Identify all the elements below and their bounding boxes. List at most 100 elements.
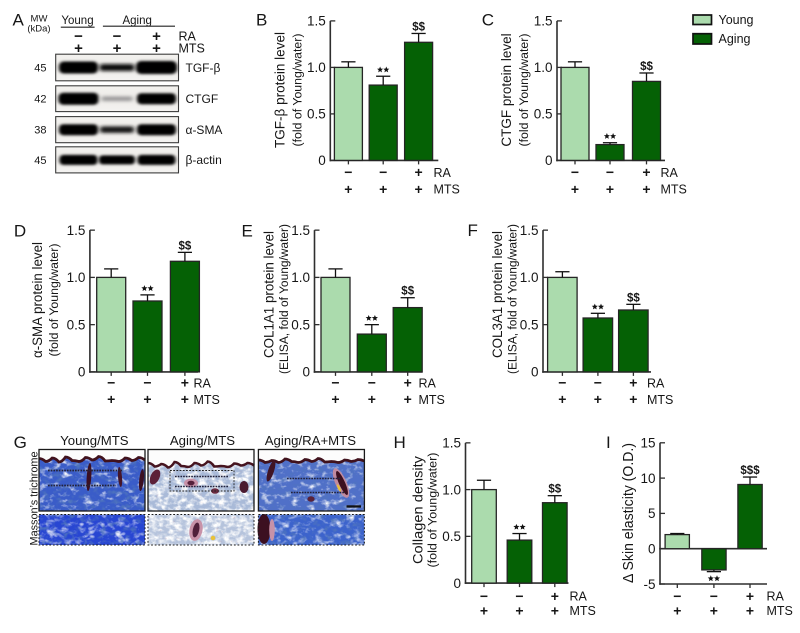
svg-text:RA: RA	[419, 377, 437, 391]
svg-text:Young: Young	[61, 15, 93, 27]
svg-text:RA: RA	[570, 590, 588, 604]
svg-text:$$: $$	[412, 21, 425, 33]
svg-text:Young: Young	[719, 13, 754, 27]
svg-text:1.0: 1.0	[520, 270, 539, 285]
svg-text:MTS: MTS	[570, 604, 596, 618]
svg-text:+: +	[515, 602, 523, 618]
svg-text:F: F	[468, 221, 478, 240]
svg-text:$$: $$	[548, 484, 561, 496]
svg-text:$$$: $$$	[740, 465, 760, 477]
svg-text:0: 0	[545, 153, 553, 168]
svg-text:0: 0	[531, 365, 539, 380]
svg-text:+: +	[181, 375, 189, 391]
svg-text:0.5: 0.5	[67, 317, 86, 332]
svg-text:RA: RA	[434, 166, 452, 180]
svg-text:+: +	[107, 391, 115, 407]
svg-text:CTGF: CTGF	[186, 92, 219, 106]
svg-text:−: −	[113, 28, 122, 45]
svg-text:RA: RA	[661, 166, 679, 180]
svg-text:1.0: 1.0	[67, 270, 86, 285]
svg-text:MTS: MTS	[661, 183, 687, 197]
svg-text:+: +	[642, 181, 650, 197]
svg-text:1.5: 1.5	[534, 14, 553, 29]
svg-text:1.0: 1.0	[534, 60, 553, 75]
svg-text:COL1A1 protein level: COL1A1 protein level	[261, 231, 276, 358]
svg-text:−: −	[480, 588, 488, 604]
svg-text:+: +	[379, 181, 387, 197]
svg-text:CTGF protein level: CTGF protein level	[499, 33, 514, 146]
svg-text:MTS: MTS	[767, 604, 793, 618]
svg-text:E: E	[242, 222, 253, 241]
svg-text:+: +	[606, 181, 614, 197]
svg-text:D: D	[14, 222, 26, 241]
svg-text:$$: $$	[627, 292, 640, 304]
svg-text:G: G	[14, 433, 27, 452]
svg-text:−: −	[368, 375, 376, 391]
svg-text:5: 5	[648, 506, 656, 521]
svg-text:A: A	[13, 11, 25, 30]
svg-text:Aging/MTS: Aging/MTS	[170, 433, 235, 448]
svg-text:+: +	[673, 602, 681, 618]
svg-text:−: −	[379, 164, 387, 180]
svg-text:(ELISA, fold of Young/water): (ELISA, fold of Young/water)	[277, 224, 291, 374]
svg-text:−: −	[673, 588, 681, 604]
svg-text:+: +	[480, 602, 488, 618]
svg-text:$$: $$	[640, 61, 653, 73]
svg-text:42: 42	[34, 94, 46, 106]
svg-text:+: +	[113, 40, 122, 57]
svg-text:1.5: 1.5	[307, 14, 326, 29]
svg-text:38: 38	[34, 125, 46, 137]
svg-text:+: +	[571, 181, 579, 197]
svg-text:$$: $$	[179, 240, 192, 252]
svg-text:MTS: MTS	[647, 393, 673, 407]
svg-text:1.5: 1.5	[520, 223, 539, 238]
svg-text:+: +	[594, 391, 602, 407]
svg-text:RA: RA	[647, 377, 665, 391]
svg-text:RA: RA	[179, 29, 197, 43]
svg-text:+: +	[404, 391, 412, 407]
svg-text:B: B	[256, 11, 267, 30]
svg-text:0: 0	[648, 542, 656, 557]
svg-text:+: +	[551, 588, 559, 604]
svg-text:RA: RA	[194, 377, 212, 391]
svg-text:+: +	[152, 40, 161, 57]
svg-text:COL3A1 protein level: COL3A1 protein level	[490, 231, 505, 358]
svg-text:+: +	[331, 391, 339, 407]
svg-text:+: +	[642, 164, 650, 180]
svg-text:+: +	[74, 40, 83, 57]
svg-text:1.5: 1.5	[442, 436, 461, 451]
svg-text:+: +	[404, 375, 412, 391]
svg-text:(fold of Young/water): (fold of Young/water)	[47, 244, 61, 357]
svg-text:Aging: Aging	[719, 32, 751, 46]
svg-text:+: +	[415, 181, 423, 197]
svg-text:TGF-β: TGF-β	[186, 61, 221, 75]
svg-text:1.5: 1.5	[67, 223, 86, 238]
svg-text:45: 45	[34, 63, 46, 75]
svg-text:$$: $$	[401, 286, 414, 298]
svg-text:−: −	[515, 588, 523, 604]
svg-text:−: −	[331, 375, 339, 391]
svg-text:−: −	[594, 375, 602, 391]
svg-text:+: +	[368, 391, 376, 407]
svg-text:+: +	[558, 391, 566, 407]
svg-text:Aging: Aging	[122, 15, 151, 27]
svg-text:1.0: 1.0	[307, 60, 326, 75]
svg-text:MW: MW	[31, 14, 48, 25]
svg-text:1.0: 1.0	[442, 482, 461, 497]
svg-text:RA: RA	[767, 590, 785, 604]
svg-text:0: 0	[318, 153, 326, 168]
svg-text:+: +	[629, 375, 637, 391]
svg-text:−: −	[107, 375, 115, 391]
svg-text:TGF-β protein level: TGF-β protein level	[272, 32, 287, 148]
svg-text:0.5: 0.5	[291, 317, 310, 332]
svg-text:+: +	[710, 602, 718, 618]
svg-text:−: −	[558, 375, 566, 391]
svg-text:0.5: 0.5	[534, 107, 553, 122]
svg-text:0: 0	[302, 365, 310, 380]
svg-text:+: +	[746, 588, 754, 604]
svg-text:1.0: 1.0	[291, 270, 310, 285]
svg-text:0.5: 0.5	[520, 317, 539, 332]
svg-text:−: −	[344, 164, 352, 180]
svg-text:+: +	[746, 602, 754, 618]
svg-text:+: +	[143, 391, 151, 407]
